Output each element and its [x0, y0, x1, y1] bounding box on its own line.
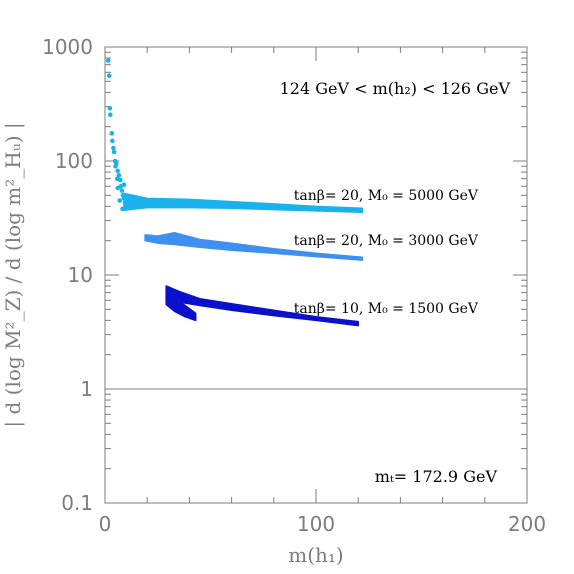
data-point	[110, 138, 115, 144]
x-axis-label: m(h₁)	[288, 543, 343, 567]
series-band	[123, 192, 364, 214]
series-3	[165, 285, 359, 327]
y-tick-label: 10	[68, 263, 93, 287]
data-layer	[105, 58, 364, 327]
data-point	[115, 185, 120, 191]
y-tick-label: 100	[55, 149, 93, 173]
data-point	[121, 182, 127, 187]
data-point	[123, 204, 129, 209]
series-band	[144, 231, 364, 261]
data-point	[105, 58, 111, 63]
mass-window-annotation: 124 GeV < m(h₂) < 126 GeV	[280, 79, 511, 98]
y-axis-label: | d (log M²_Z) / d (log m²_Hᵤ) |	[1, 122, 26, 427]
data-point	[111, 145, 116, 151]
series-band-lobe	[165, 290, 197, 322]
data-point	[121, 196, 127, 201]
data-point	[108, 112, 113, 117]
data-point	[125, 199, 131, 204]
y-tick-label: 0.1	[61, 491, 93, 515]
top-mass-annotation: mₜ= 172.9 GeV	[375, 467, 498, 486]
series-1	[105, 58, 364, 214]
data-point	[106, 73, 112, 78]
y-tick-label: 1000	[42, 35, 93, 59]
series-2	[144, 231, 364, 261]
series-band	[165, 285, 359, 327]
data-point	[111, 149, 117, 155]
series-label-3: tanβ= 10, M₀ = 1500 GeV	[294, 301, 479, 317]
axis-ticks	[104, 47, 528, 504]
series-label-2: tanβ= 20, M₀ = 3000 GeV	[294, 233, 479, 249]
x-tick-label: 200	[508, 512, 546, 536]
plot-frame	[104, 46, 528, 504]
data-point	[116, 172, 122, 178]
data-point	[115, 168, 120, 174]
data-point	[117, 198, 123, 203]
data-point	[107, 106, 113, 111]
y-tick-label: 1	[80, 377, 93, 401]
data-point	[119, 188, 125, 193]
x-tick-label: 100	[297, 512, 335, 536]
data-point	[114, 176, 120, 181]
data-point	[120, 206, 125, 212]
data-point	[109, 131, 115, 136]
x-tick-label: 0	[99, 512, 112, 536]
data-point	[128, 195, 133, 200]
data-point	[114, 161, 119, 166]
series-label-1: tanβ= 20, M₀ = 5000 GeV	[294, 188, 479, 204]
